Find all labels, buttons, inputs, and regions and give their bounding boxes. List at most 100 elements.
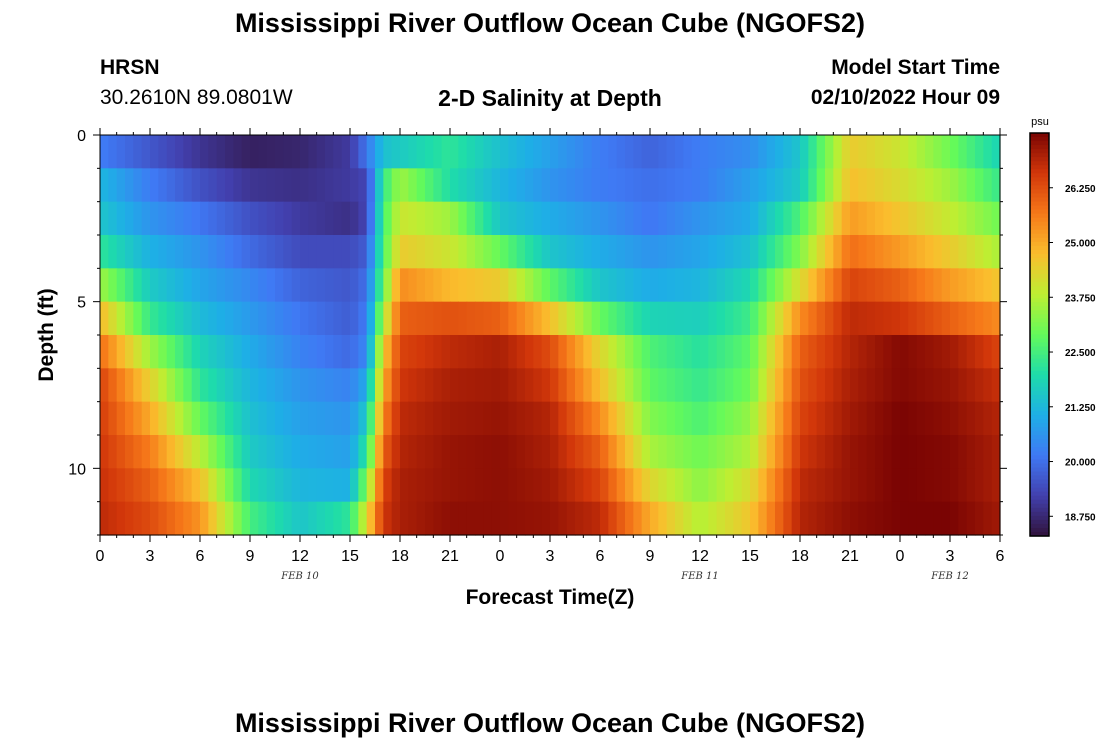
heatmap-cell [183,168,193,203]
heatmap-cell [375,401,384,436]
heatmap-cell [816,235,826,269]
heatmap-cell [775,335,784,369]
heatmap-cell [158,235,168,269]
heatmap-cell [750,301,759,336]
heatmap-cell [858,168,868,203]
heatmap-cell [691,268,701,303]
heatmap-cell [725,168,734,203]
heatmap-cell [950,368,959,403]
heatmap-cell [558,368,568,403]
heatmap-cell [975,235,984,269]
heatmap-cell [358,501,368,536]
heatmap-cell [475,168,484,203]
heatmap-cell [391,301,401,336]
heatmap-cell [716,201,726,236]
heatmap-cell [466,335,476,369]
heatmap-cell [191,368,201,403]
heatmap-cell [325,201,334,236]
heatmap-cell [625,335,634,369]
heatmap-cell [966,468,976,503]
heatmap-cell [925,435,934,469]
heatmap-cell [958,468,968,503]
heatmap-cell [500,401,509,436]
heatmap-cell [200,201,209,236]
heatmap-cell [850,401,859,436]
heatmap-cell [991,135,1001,169]
heatmap-cell [891,435,901,469]
heatmap-cell [400,301,409,336]
heatmap-cell [683,301,693,336]
heatmap-cell [416,435,426,469]
heatmap-cell [825,368,834,403]
heatmap-cell [308,168,318,203]
heatmap-cell [375,301,384,336]
heatmap-cell [308,368,318,403]
heatmap-cell [241,368,251,403]
heatmap-cell [966,135,976,169]
heatmap-cell [300,335,309,369]
heatmap-cell [775,368,784,403]
heatmap-cell [925,135,934,169]
heatmap-cell [266,401,276,436]
heatmap-cell [925,301,934,336]
heatmap-cell [991,435,1001,469]
heatmap-cell [316,135,326,169]
heatmap-cell [366,401,376,436]
heatmap-cell [208,468,218,503]
heatmap-cell [500,501,509,536]
colorbar-segment [1030,390,1049,396]
heatmap-cell [175,135,184,169]
heatmap-cell [475,235,484,269]
heatmap-cell [525,135,534,169]
heatmap-cell [750,468,759,503]
heatmap-cell [700,268,709,303]
heatmap-cell [300,201,309,236]
heatmap-cell [291,201,301,236]
heatmap-cell [833,135,843,169]
heatmap-cell [308,201,318,236]
heatmap-cell [916,268,926,303]
heatmap-cell [541,435,551,469]
heatmap-cell [608,335,618,369]
colorbar-segment [1030,527,1049,533]
heatmap-cell [566,401,576,436]
heatmap-cell [516,135,526,169]
heatmap-cell [666,401,676,436]
heatmap-cell [141,135,151,169]
heatmap-cell [283,135,293,169]
heatmap-cell [433,468,443,503]
heatmap-cell [708,201,718,236]
heatmap-cell [508,135,518,169]
heatmap-cell [483,435,493,469]
heatmap-cell [433,335,443,369]
colorbar-segment [1030,153,1049,158]
heatmap-cell [275,501,284,536]
x-tick-label: 0 [896,548,905,565]
heatmap-cell [233,401,243,436]
colorbar-segment [1030,511,1049,517]
heatmap-cell [883,235,893,269]
heatmap-cell [333,135,343,169]
heatmap-cell [341,235,351,269]
heatmap-cell [250,235,259,269]
heatmap-cell [850,301,859,336]
heatmap-cell [716,335,726,369]
heatmap-cell [475,268,484,303]
heatmap-cell [641,501,651,536]
heatmap-cell [550,168,559,203]
heatmap-cell [725,468,734,503]
heatmap-cell [708,501,718,536]
heatmap-cell [300,135,309,169]
heatmap-cell [783,301,793,336]
heatmap-cell [941,301,951,336]
heatmap-cell [925,468,934,503]
heatmap-cell [341,368,351,403]
heatmap-cell [341,135,351,169]
heatmap-cell [991,201,1001,236]
heatmap-cell [425,501,434,536]
heatmap-cell [325,235,334,269]
heatmap-cell [566,268,576,303]
heatmap-cell [191,268,201,303]
heatmap-cell [758,201,768,236]
heatmap-cell [166,268,176,303]
